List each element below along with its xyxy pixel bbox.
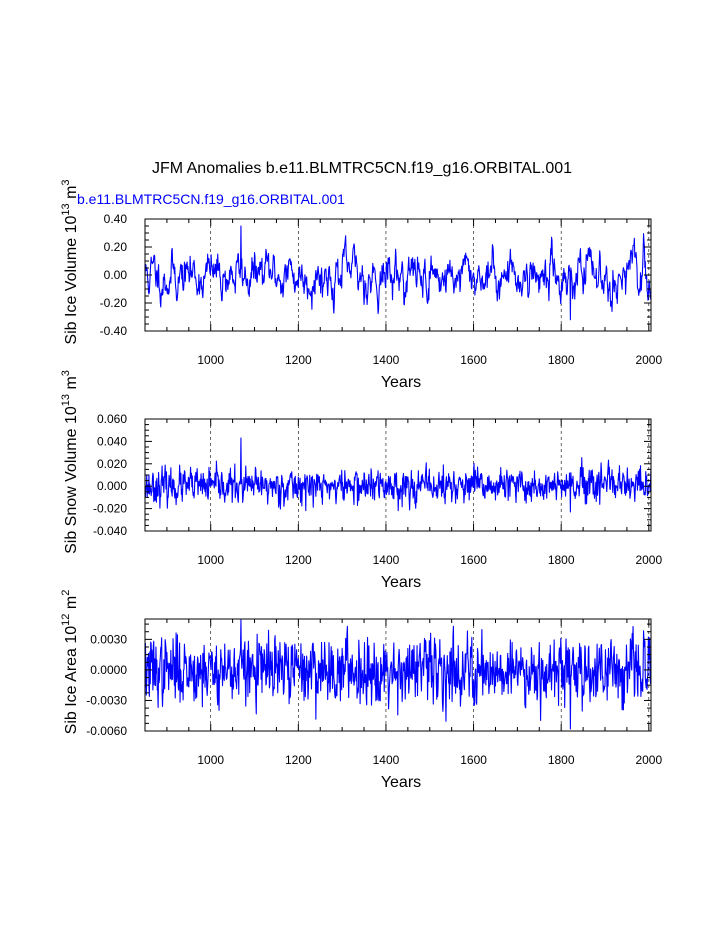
x-axis-title: Years [381, 774, 421, 791]
x-tick-label: 2000 [635, 353, 662, 367]
series-label: b.e11.BLMTRC5CN.f19_g16.ORBITAL.001 [77, 191, 345, 207]
x-tick-label: 1600 [460, 553, 487, 567]
x-tick-label: 1000 [197, 553, 224, 567]
x-tick-label: 1800 [548, 553, 575, 567]
x-tick-label: 1000 [197, 353, 224, 367]
x-tick-label: 1200 [285, 353, 312, 367]
y-tick-label: 0.020 [97, 457, 127, 471]
x-tick-label: 1400 [373, 753, 400, 767]
panel-1: 1000 1200 1400 1600 1800 2000 0.40 0.20 0.00 -0.2… [60, 179, 662, 391]
figure-title: JFM Anomalies b.e11.BLMTRC5CN.f19_g16.OR… [152, 160, 572, 177]
series-line [144, 619, 652, 730]
x-tick-label: 1200 [285, 553, 312, 567]
y-axis-title: Sib Snow Volume 1013 m3 [60, 370, 80, 554]
y-tick-label: -0.0060 [86, 724, 127, 738]
x-tick-label: 1200 [285, 753, 312, 767]
panel-2: 1000 1200 1400 1600 1800 2000 0.060 0.040 0.020 0… [60, 370, 662, 591]
y-tick-label: -0.20 [100, 296, 128, 310]
y-tick-label: -0.020 [93, 502, 127, 516]
y-axis-title: Sib Ice Volume 1013 m3 [60, 179, 80, 344]
y-tick-label: 0.0030 [90, 632, 127, 646]
panel-3: 1000 1200 1400 1600 1800 2000 0.0030 0.0000 -0.0… [60, 590, 662, 791]
x-tick-label: 1600 [460, 353, 487, 367]
x-tick-label: 1400 [373, 553, 400, 567]
y-tick-label: 0.060 [97, 412, 127, 426]
y-tick-label: 0.0000 [90, 663, 127, 677]
x-tick-label: 1800 [548, 353, 575, 367]
x-tick-label: 2000 [635, 753, 662, 767]
y-tick-label: 0.000 [97, 479, 127, 493]
x-axis-title: Years [381, 574, 421, 591]
plot-frame [144, 618, 652, 732]
y-tick-label: -0.0030 [86, 693, 127, 707]
x-tick-label: 1600 [460, 753, 487, 767]
y-tick-label: -0.040 [93, 524, 127, 538]
x-tick-label: 1000 [197, 753, 224, 767]
y-tick-label: -0.40 [100, 324, 128, 338]
y-tick-label: 0.00 [104, 268, 128, 282]
y-tick-label: 0.20 [104, 240, 128, 254]
series-line [144, 437, 652, 513]
series-line [144, 225, 652, 321]
panels: 1000 1200 1400 1600 1800 2000 0.40 0.20 0.00 -0.2… [60, 179, 662, 791]
y-axis-title: Sib Ice Area 1012 m2 [60, 590, 80, 735]
y-tick-label: 0.40 [104, 212, 128, 226]
y-tick-label: 0.040 [97, 434, 127, 448]
x-tick-label: 1400 [373, 353, 400, 367]
plot-frame [144, 418, 652, 532]
x-tick-label: 1800 [548, 753, 575, 767]
x-tick-label: 2000 [635, 553, 662, 567]
x-axis-title: Years [381, 374, 421, 391]
